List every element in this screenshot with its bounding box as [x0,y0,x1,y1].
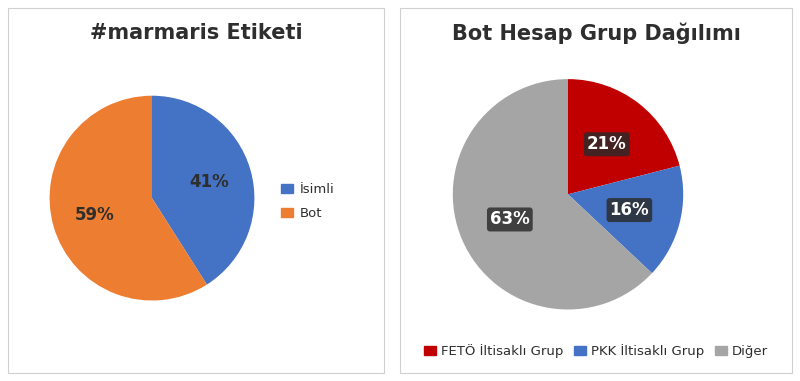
Wedge shape [152,96,254,285]
Wedge shape [453,79,652,309]
Legend: FETÖ İltisaklı Grup, PKK İltisaklı Grup, Diğer: FETÖ İltisaklı Grup, PKK İltisaklı Grup,… [418,339,774,363]
Text: 41%: 41% [189,173,229,190]
Text: 63%: 63% [490,210,530,229]
Text: 59%: 59% [75,206,115,224]
Wedge shape [50,96,207,301]
Text: #marmaris Etiketi: #marmaris Etiketi [90,23,302,43]
Wedge shape [568,166,683,273]
Wedge shape [568,79,679,194]
Text: Bot Hesap Grup Dağılımı: Bot Hesap Grup Dağılımı [451,22,741,44]
Text: 16%: 16% [610,201,649,219]
Text: 21%: 21% [587,135,626,153]
Legend: İsimli, Bot: İsimli, Bot [276,178,339,225]
